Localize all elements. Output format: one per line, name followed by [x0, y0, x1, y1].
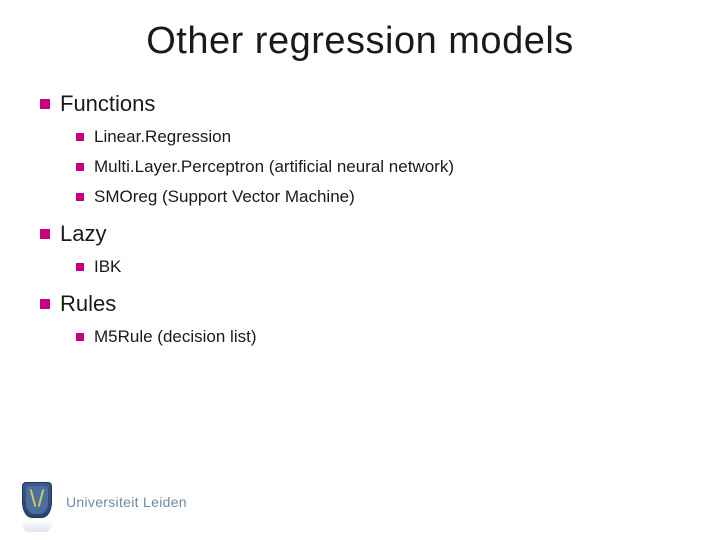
footer-org-label: Universiteit Leiden [66, 494, 187, 510]
list-item: IBK [76, 257, 680, 277]
section-label: Lazy [60, 221, 106, 247]
square-bullet-icon [40, 299, 50, 309]
square-bullet-icon [76, 263, 84, 271]
section-items: M5Rule (decision list) [40, 327, 680, 347]
section-head: Lazy [40, 221, 680, 247]
section-label: Functions [60, 91, 155, 117]
section-rules: Rules M5Rule (decision list) [40, 291, 680, 347]
square-bullet-icon [76, 163, 84, 171]
item-label: IBK [94, 257, 121, 277]
item-label: M5Rule (decision list) [94, 327, 257, 347]
section-items: Linear.Regression Multi.Layer.Perceptron… [40, 127, 680, 207]
square-bullet-icon [76, 193, 84, 201]
section-lazy: Lazy IBK [40, 221, 680, 277]
square-bullet-icon [40, 229, 50, 239]
list-item: Multi.Layer.Perceptron (artificial neura… [76, 157, 680, 177]
square-bullet-icon [40, 99, 50, 109]
item-label: SMOreg (Support Vector Machine) [94, 187, 355, 207]
section-label: Rules [60, 291, 116, 317]
list-item: M5Rule (decision list) [76, 327, 680, 347]
item-label: Linear.Regression [94, 127, 231, 147]
section-functions: Functions Linear.Regression Multi.Layer.… [40, 91, 680, 207]
slide-title: Other regression models [40, 20, 680, 63]
university-logo-icon [22, 482, 56, 522]
list-item: SMOreg (Support Vector Machine) [76, 187, 680, 207]
slide: Other regression models Functions Linear… [0, 0, 720, 540]
item-label: Multi.Layer.Perceptron (artificial neura… [94, 157, 454, 177]
section-items: IBK [40, 257, 680, 277]
square-bullet-icon [76, 133, 84, 141]
footer: Universiteit Leiden [22, 482, 187, 522]
list-item: Linear.Regression [76, 127, 680, 147]
section-head: Rules [40, 291, 680, 317]
section-head: Functions [40, 91, 680, 117]
square-bullet-icon [76, 333, 84, 341]
